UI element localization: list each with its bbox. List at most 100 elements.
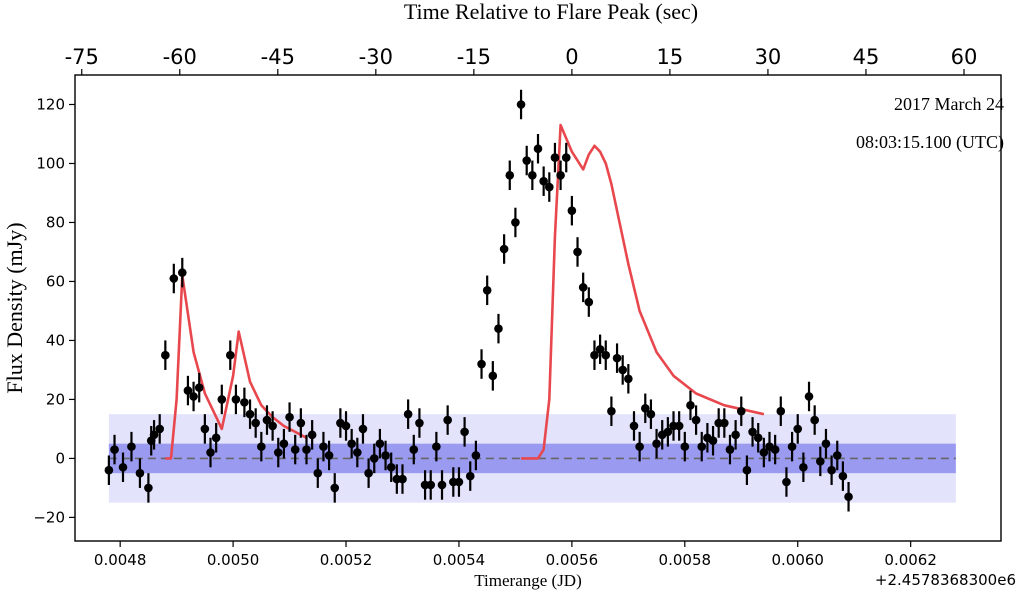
data-point bbox=[381, 440, 390, 471]
data-point bbox=[844, 482, 853, 512]
data-point-marker bbox=[403, 409, 413, 419]
points-layer bbox=[104, 89, 853, 512]
data-point bbox=[505, 160, 515, 191]
data-point bbox=[482, 275, 492, 306]
data-point-marker bbox=[680, 442, 690, 451]
data-point bbox=[465, 461, 475, 491]
data-point-marker bbox=[285, 412, 294, 422]
y-axis-label: Flux Density (mJy) bbox=[2, 222, 27, 393]
data-point-marker bbox=[720, 418, 729, 428]
data-point-marker bbox=[748, 427, 757, 437]
x-tick-label: 0.0048 bbox=[94, 551, 147, 569]
data-point bbox=[177, 257, 187, 288]
top-tick-label: 45 bbox=[853, 45, 880, 69]
data-point bbox=[753, 423, 763, 453]
data-point bbox=[759, 437, 769, 468]
data-point-marker bbox=[635, 442, 644, 451]
data-point bbox=[285, 402, 294, 432]
top-tick-label: 0 bbox=[565, 45, 578, 69]
data-point bbox=[516, 89, 526, 120]
data-point-marker bbox=[471, 451, 481, 460]
data-point bbox=[629, 411, 639, 441]
data-point bbox=[624, 364, 633, 394]
data-point-marker bbox=[697, 442, 707, 451]
data-point-marker bbox=[731, 430, 740, 440]
x-tick-label: 0.0062 bbox=[884, 551, 937, 569]
data-point-marker bbox=[556, 170, 565, 180]
data-point-marker bbox=[787, 442, 797, 451]
data-point bbox=[810, 405, 819, 435]
data-point-marker bbox=[206, 448, 215, 457]
data-point bbox=[561, 142, 571, 173]
data-point-marker bbox=[544, 182, 554, 192]
data-point bbox=[533, 133, 543, 164]
data-point bbox=[135, 458, 145, 488]
data-point bbox=[731, 420, 740, 450]
data-point bbox=[674, 411, 684, 441]
data-point-marker bbox=[273, 448, 283, 457]
data-point-marker bbox=[155, 424, 164, 434]
data-point bbox=[144, 473, 153, 503]
data-point-marker bbox=[522, 156, 532, 165]
data-point bbox=[200, 414, 210, 444]
data-point bbox=[578, 272, 588, 303]
data-point bbox=[680, 431, 690, 462]
data-point bbox=[104, 455, 114, 485]
data-point-marker bbox=[161, 350, 170, 360]
data-point bbox=[432, 431, 441, 462]
x-tick-label: 0.0060 bbox=[771, 551, 824, 569]
data-point-marker bbox=[375, 439, 385, 448]
data-point bbox=[245, 399, 255, 429]
data-point-marker bbox=[432, 442, 441, 451]
data-point-marker bbox=[725, 445, 735, 454]
data-point bbox=[477, 349, 486, 379]
data-point bbox=[776, 396, 786, 426]
data-point bbox=[403, 399, 413, 429]
data-point-marker bbox=[624, 374, 633, 384]
data-point-marker bbox=[742, 465, 752, 475]
data-point-marker bbox=[290, 445, 300, 454]
data-point-marker bbox=[686, 401, 695, 410]
y-tick-label: −20 bbox=[33, 508, 65, 526]
data-point-marker bbox=[169, 274, 179, 283]
data-point bbox=[454, 467, 464, 497]
data-point-marker bbox=[482, 286, 492, 295]
data-point bbox=[460, 417, 469, 447]
data-point-marker bbox=[804, 392, 814, 401]
x-offset-label: +2.4578368300e6 bbox=[875, 571, 1016, 589]
annotation-date: 2017 March 24 bbox=[894, 94, 1004, 114]
data-point bbox=[409, 434, 419, 465]
data-point-marker bbox=[200, 424, 210, 434]
annotation-time: 08:03:15.100 (UTC) bbox=[856, 132, 1004, 153]
data-point-marker bbox=[307, 430, 317, 440]
data-point bbox=[415, 408, 424, 438]
data-point bbox=[618, 355, 627, 385]
data-point-marker bbox=[567, 206, 577, 215]
y-tick-label: 40 bbox=[46, 331, 65, 349]
data-point-marker bbox=[460, 427, 469, 437]
data-point-marker bbox=[313, 468, 323, 478]
data-point-marker bbox=[499, 244, 509, 254]
data-point bbox=[375, 428, 385, 459]
data-point bbox=[324, 440, 334, 471]
y-tick-label: 80 bbox=[46, 213, 65, 231]
data-point-marker bbox=[595, 344, 605, 354]
data-point bbox=[607, 396, 616, 426]
data-point-marker bbox=[578, 283, 588, 292]
data-point-marker bbox=[770, 445, 780, 454]
data-point bbox=[720, 408, 729, 438]
top-tick-label: -75 bbox=[65, 45, 99, 69]
axes-layer: 0.0048 0.0050 0.0052 0.0054 0.0056 0.0058 0.00… bbox=[33, 45, 1002, 569]
data-point bbox=[149, 420, 159, 450]
data-point-marker bbox=[533, 144, 543, 154]
data-point bbox=[770, 434, 780, 465]
data-point-marker bbox=[465, 471, 475, 481]
data-point bbox=[635, 431, 644, 462]
data-point bbox=[646, 399, 656, 429]
data-point-marker bbox=[612, 353, 622, 363]
x-tick-label: 0.0054 bbox=[433, 551, 486, 569]
data-point bbox=[804, 381, 814, 412]
data-point-marker bbox=[838, 471, 848, 481]
data-point-marker bbox=[550, 153, 560, 162]
